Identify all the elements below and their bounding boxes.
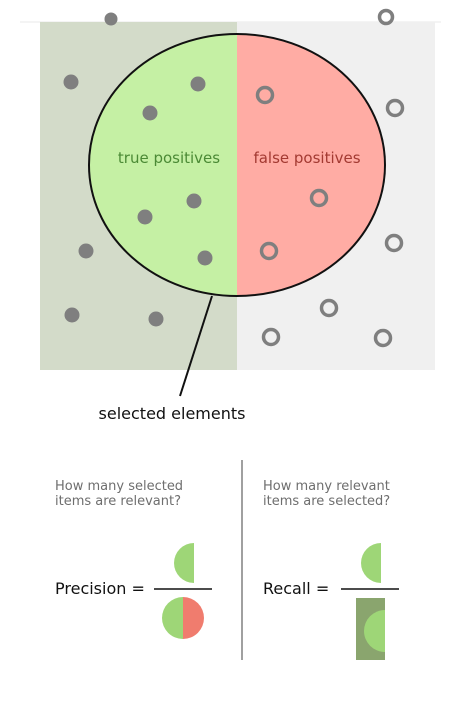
- precision-question-line1: How many selected: [55, 479, 183, 494]
- precision-denominator-true-positives: [162, 597, 183, 639]
- relevant-dots: [63, 12, 213, 327]
- recall-question-line2: items are selected?: [263, 494, 390, 509]
- precision-panel: How many selected items are relevant? Pr…: [55, 479, 212, 639]
- irrelevant-dot: [373, 328, 393, 348]
- precision-denominator-false-positives: [183, 597, 204, 639]
- recall-numerator-true-positives: [361, 543, 381, 583]
- irrelevant-dot: [261, 327, 281, 347]
- selected-elements-label: selected elements: [99, 404, 246, 423]
- recall-panel: How many relevant items are selected? Re…: [263, 479, 399, 660]
- irrelevant-dot: [377, 8, 395, 26]
- selected-elements-ellipse: [88, 33, 386, 297]
- recall-formula-label: Recall =: [263, 579, 329, 598]
- true-positives-label: true positives: [118, 149, 220, 167]
- irrelevant-dot: [259, 241, 279, 261]
- relevant-dot: [148, 311, 164, 327]
- false-positives-area: [237, 34, 385, 296]
- recall-question-line1: How many relevant: [263, 479, 390, 494]
- selected-elements-pointer: [179, 295, 213, 397]
- irrelevant-dot: [309, 188, 329, 208]
- relevant-dot: [63, 74, 79, 90]
- relevant-dot: [78, 243, 94, 259]
- relevant-dot: [142, 105, 158, 121]
- precision-numerator-true-positives: [174, 543, 194, 583]
- irrelevant-dot: [385, 98, 405, 118]
- recall-denominator-true-positives: [364, 610, 385, 652]
- relevant-dot: [64, 307, 80, 323]
- irrelevant-dots: [255, 8, 405, 348]
- irrelevant-dot: [384, 233, 404, 253]
- relevant-dot: [104, 12, 118, 26]
- precision-formula-label: Precision =: [55, 579, 145, 598]
- precision-question-line2: items are relevant?: [55, 494, 181, 509]
- true-positives-area: [89, 34, 237, 296]
- false-positives-label: false positives: [253, 149, 360, 167]
- irrelevant-dot: [255, 85, 275, 105]
- relevant-dot: [197, 250, 213, 266]
- relevant-dot: [190, 76, 206, 92]
- irrelevant-dot: [319, 298, 339, 318]
- relevant-dot: [186, 193, 202, 209]
- relevant-dot: [137, 209, 153, 225]
